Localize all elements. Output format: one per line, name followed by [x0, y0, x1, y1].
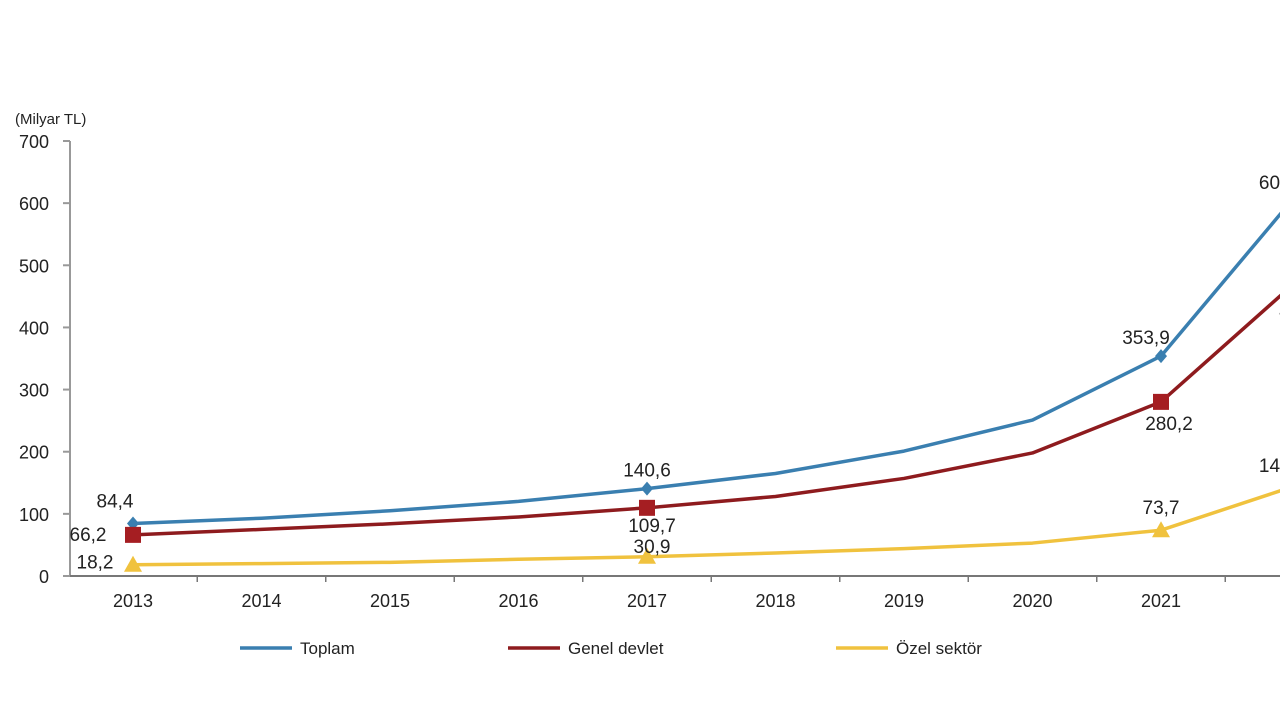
y-tick-label: 600 [19, 194, 49, 214]
data-label: 18,2 [77, 553, 114, 574]
data-point [124, 555, 142, 572]
data-label: 73,7 [1143, 498, 1180, 519]
x-tick-label: 2014 [241, 591, 281, 611]
data-label: 84,4 [97, 492, 134, 513]
y-tick-label: 400 [19, 318, 49, 338]
x-tick-label: 2020 [1012, 591, 1052, 611]
y-tick-label: 0 [39, 567, 49, 587]
series-line-2 [132, 489, 1280, 567]
data-label: 60 [1259, 173, 1280, 194]
y-tick-label: 300 [19, 381, 49, 401]
y-tick-label: 500 [19, 256, 49, 276]
x-tick-label: 2013 [113, 591, 153, 611]
x-tick-label: 2021 [1141, 591, 1181, 611]
x-tick-label: 2017 [627, 591, 667, 611]
data-point [1153, 393, 1169, 410]
data-point [1155, 349, 1167, 364]
data-label: 280,2 [1145, 414, 1193, 435]
x-tick-label: 2019 [884, 591, 924, 611]
data-label: 109,7 [628, 516, 676, 537]
series-line-0 [132, 211, 1280, 526]
data-point [125, 526, 141, 543]
data-point [1152, 521, 1170, 538]
data-point [638, 547, 656, 564]
y-tick-label: 700 [19, 132, 49, 152]
series-line-1 [132, 293, 1280, 537]
x-tick-label: 2016 [498, 591, 538, 611]
data-point [639, 499, 655, 516]
data-label: 66,2 [70, 525, 107, 546]
x-tick-label: 2015 [370, 591, 410, 611]
data-label: 30,9 [634, 537, 671, 558]
data-point [641, 481, 653, 496]
x-tick-label: 2018 [755, 591, 795, 611]
data-label: 140,6 [623, 461, 671, 482]
legend-entry: Özel sektör [896, 639, 982, 658]
y-tick-label: 100 [19, 505, 49, 525]
y-axis-label: (Milyar TL) [15, 111, 86, 128]
y-tick-label: 200 [19, 443, 49, 463]
legend-entry: Toplam [300, 639, 355, 658]
data-label: 14 [1259, 456, 1280, 477]
legend-entry: Genel devlet [568, 639, 664, 658]
data-label: 353,9 [1122, 328, 1170, 349]
